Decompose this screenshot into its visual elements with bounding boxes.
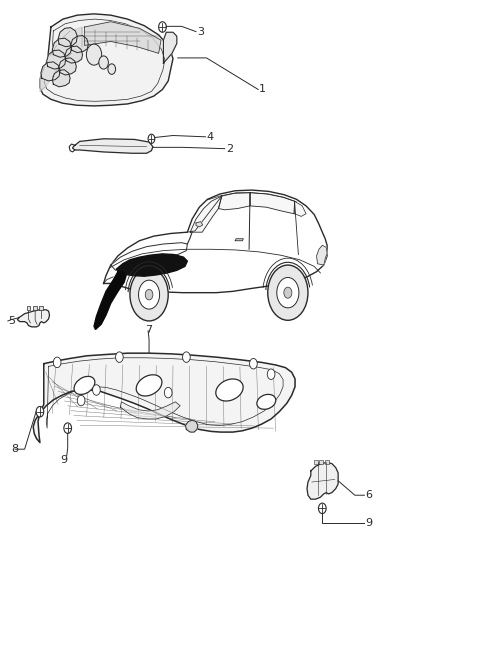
Circle shape bbox=[64, 423, 72, 434]
Polygon shape bbox=[58, 28, 77, 47]
Polygon shape bbox=[163, 32, 177, 63]
Text: 7: 7 bbox=[145, 324, 152, 335]
Circle shape bbox=[145, 289, 153, 300]
Bar bbox=[314, 461, 318, 464]
Circle shape bbox=[158, 22, 166, 32]
Polygon shape bbox=[317, 245, 327, 265]
Polygon shape bbox=[94, 272, 126, 330]
Polygon shape bbox=[17, 310, 49, 327]
Polygon shape bbox=[235, 239, 243, 241]
Circle shape bbox=[130, 268, 168, 321]
Polygon shape bbox=[294, 201, 306, 216]
Circle shape bbox=[250, 358, 257, 369]
Polygon shape bbox=[120, 402, 180, 419]
Circle shape bbox=[182, 352, 190, 362]
Polygon shape bbox=[52, 70, 70, 87]
Ellipse shape bbox=[216, 379, 243, 401]
Text: 9: 9 bbox=[365, 519, 372, 529]
Circle shape bbox=[53, 357, 61, 368]
Circle shape bbox=[164, 387, 172, 398]
Polygon shape bbox=[59, 58, 76, 75]
Text: 9: 9 bbox=[60, 455, 68, 465]
Circle shape bbox=[116, 352, 123, 362]
Circle shape bbox=[108, 64, 116, 74]
Polygon shape bbox=[72, 139, 153, 154]
Circle shape bbox=[36, 407, 44, 417]
Polygon shape bbox=[84, 22, 161, 53]
Text: 5: 5 bbox=[8, 316, 15, 326]
Ellipse shape bbox=[74, 376, 95, 395]
Circle shape bbox=[319, 503, 326, 513]
Circle shape bbox=[93, 385, 100, 395]
Polygon shape bbox=[190, 196, 222, 232]
Circle shape bbox=[139, 280, 159, 309]
Polygon shape bbox=[40, 27, 82, 92]
Circle shape bbox=[268, 265, 308, 320]
Polygon shape bbox=[117, 254, 187, 276]
Polygon shape bbox=[71, 36, 88, 53]
Polygon shape bbox=[218, 192, 250, 210]
Bar bbox=[39, 306, 43, 310]
Bar bbox=[325, 461, 329, 464]
Text: 8: 8 bbox=[11, 444, 18, 454]
Bar bbox=[26, 306, 30, 310]
Polygon shape bbox=[250, 192, 295, 214]
Polygon shape bbox=[196, 221, 203, 227]
Polygon shape bbox=[40, 14, 173, 106]
Ellipse shape bbox=[257, 394, 276, 409]
Circle shape bbox=[99, 56, 108, 69]
Ellipse shape bbox=[136, 375, 162, 396]
Polygon shape bbox=[47, 50, 66, 69]
Polygon shape bbox=[104, 190, 327, 293]
Text: 6: 6 bbox=[365, 490, 372, 500]
Text: 4: 4 bbox=[206, 132, 214, 142]
Polygon shape bbox=[52, 38, 72, 57]
Circle shape bbox=[148, 134, 155, 144]
Circle shape bbox=[86, 44, 102, 65]
Circle shape bbox=[77, 395, 85, 406]
Text: 3: 3 bbox=[197, 26, 204, 37]
Circle shape bbox=[284, 287, 292, 299]
Polygon shape bbox=[111, 243, 187, 270]
Polygon shape bbox=[307, 463, 338, 499]
Bar bbox=[320, 461, 323, 464]
Circle shape bbox=[277, 277, 299, 308]
Polygon shape bbox=[185, 420, 198, 432]
Polygon shape bbox=[33, 353, 295, 443]
Polygon shape bbox=[41, 62, 60, 81]
Text: 1: 1 bbox=[259, 84, 266, 94]
Circle shape bbox=[267, 369, 275, 380]
Text: 2: 2 bbox=[226, 144, 233, 154]
Polygon shape bbox=[65, 46, 83, 63]
Bar bbox=[33, 306, 37, 310]
